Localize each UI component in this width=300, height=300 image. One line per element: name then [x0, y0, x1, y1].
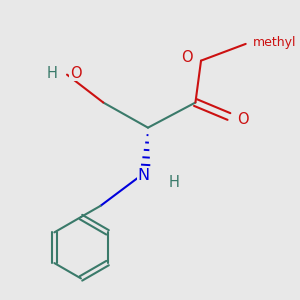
Text: O: O — [181, 50, 193, 65]
Text: N: N — [138, 168, 150, 183]
Text: O: O — [70, 66, 81, 81]
Text: O: O — [237, 112, 249, 127]
Text: H: H — [46, 66, 57, 81]
Text: H: H — [169, 175, 180, 190]
Text: methyl: methyl — [253, 36, 296, 49]
